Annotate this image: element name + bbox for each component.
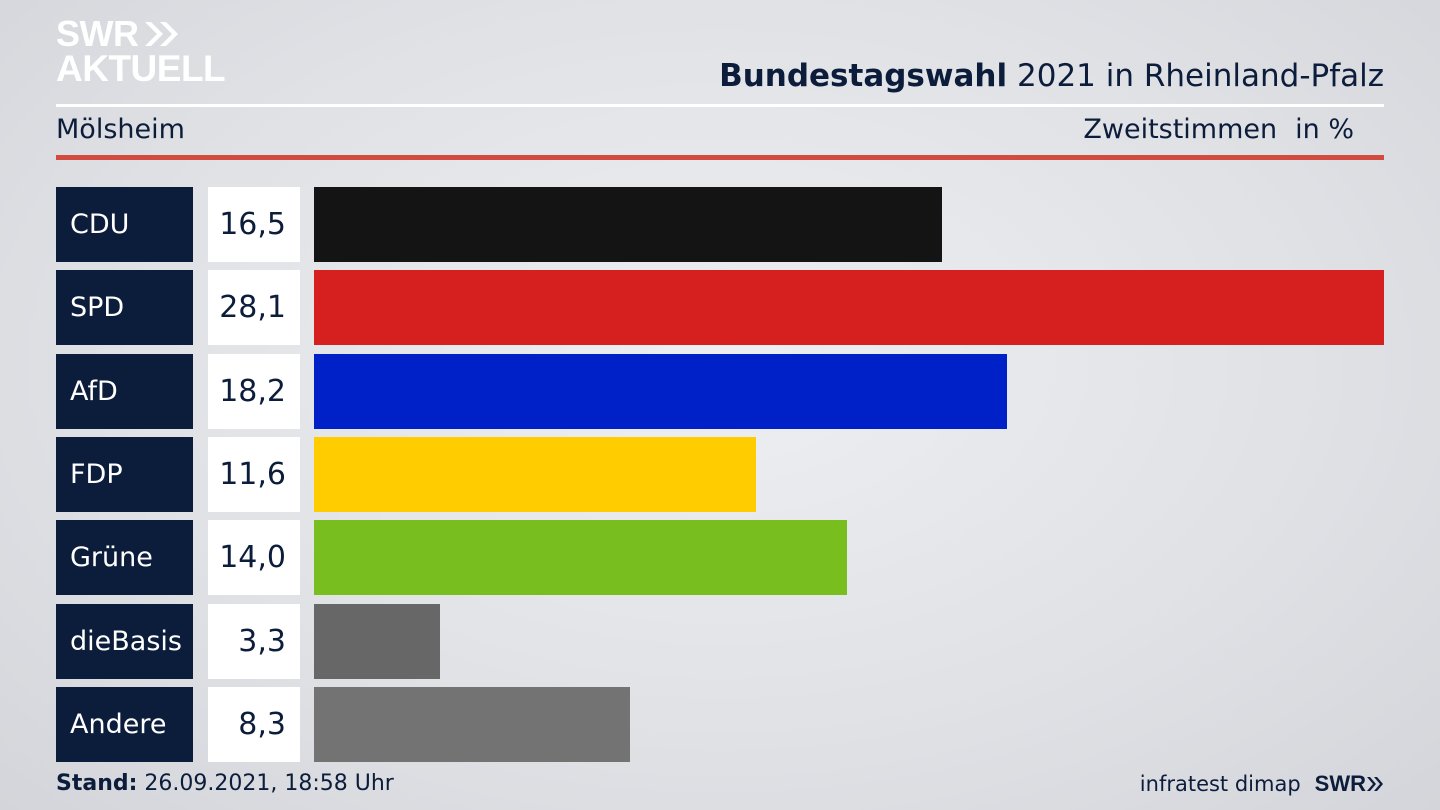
bar xyxy=(314,686,630,762)
bar-row: Andere 8,3 xyxy=(56,686,1384,762)
logo-aktuell-text: AKTUELL xyxy=(56,48,226,89)
bar-row: dieBasis 3,3 xyxy=(56,603,1384,679)
header-divider xyxy=(56,104,1384,107)
bar-row: SPD 28,1 xyxy=(56,270,1384,346)
timestamp: Stand: 26.09.2021, 18:58 Uhr xyxy=(56,771,394,796)
value-label: 11,6 xyxy=(208,436,300,512)
bar xyxy=(314,520,847,596)
bar-row: Grüne 14,0 xyxy=(56,520,1384,596)
party-label: AfD xyxy=(56,353,193,429)
value-label: 3,3 xyxy=(208,603,300,679)
bar-row: CDU 16,5 xyxy=(56,187,1384,262)
party-label: SPD xyxy=(56,270,193,346)
value-label: 28,1 xyxy=(208,270,300,346)
bar xyxy=(314,270,1384,346)
timestamp-label: Stand: xyxy=(56,771,138,796)
swr-brand: SWR xyxy=(1315,771,1384,797)
region-name: Mölsheim xyxy=(56,114,185,145)
swr-brand-text: SWR xyxy=(1314,771,1366,796)
timestamp-value: 26.09.2021, 18:58 Uhr xyxy=(144,771,394,796)
metric-unit: in % xyxy=(1295,114,1354,145)
bar xyxy=(314,187,942,262)
party-label: dieBasis xyxy=(56,603,193,679)
value-label: 14,0 xyxy=(208,520,300,596)
value-label: 18,2 xyxy=(208,353,300,429)
bar xyxy=(314,353,1007,429)
brand-chevrons-icon xyxy=(1367,777,1383,791)
chart-title: Bundestagswahl 2021 in Rheinland-Pfalz xyxy=(719,58,1384,94)
party-label: FDP xyxy=(56,436,193,512)
title-bold: Bundestagswahl xyxy=(719,58,1008,94)
bar xyxy=(314,436,756,512)
logo-swr-text: SWR xyxy=(56,13,139,54)
value-label: 8,3 xyxy=(208,686,300,762)
source-name: infratest dimap xyxy=(1139,772,1301,796)
source-credit: infratest dimap SWR xyxy=(1140,771,1384,797)
accent-divider xyxy=(56,155,1384,160)
party-label: Andere xyxy=(56,686,193,762)
swr-aktuell-logo: SWR AKTUELL xyxy=(56,13,226,89)
metric-label: Zweitstimmen in % xyxy=(1083,114,1354,145)
bar-row: FDP 11,6 xyxy=(56,436,1384,512)
logo-chevrons-icon xyxy=(144,22,178,46)
party-label: Grüne xyxy=(56,520,193,596)
title-rest: 2021 in Rheinland-Pfalz xyxy=(1017,58,1384,94)
bar xyxy=(314,603,440,679)
metric-name: Zweitstimmen xyxy=(1083,114,1278,145)
party-label: CDU xyxy=(56,187,193,262)
bar-row: AfD 18,2 xyxy=(56,353,1384,429)
value-label: 16,5 xyxy=(208,187,300,262)
